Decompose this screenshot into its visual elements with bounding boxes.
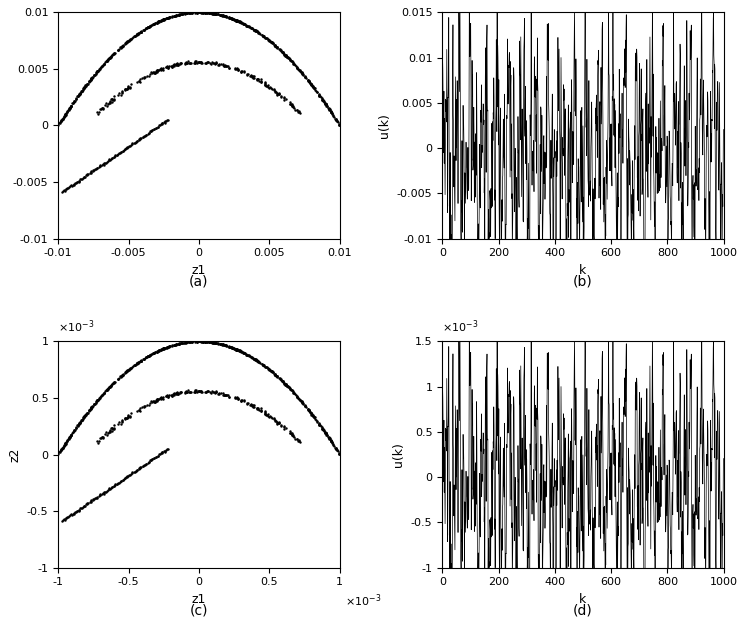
Y-axis label: u(k): u(k) bbox=[392, 442, 405, 467]
X-axis label: k: k bbox=[580, 264, 586, 277]
Y-axis label: z2: z2 bbox=[8, 448, 22, 462]
Y-axis label: u(k): u(k) bbox=[378, 113, 392, 138]
Text: (b): (b) bbox=[573, 275, 593, 289]
Text: (c): (c) bbox=[189, 604, 208, 618]
Text: (d): (d) bbox=[573, 604, 593, 618]
Text: $\times 10^{-3}$: $\times 10^{-3}$ bbox=[58, 318, 95, 334]
X-axis label: z1: z1 bbox=[192, 264, 206, 277]
Text: (a): (a) bbox=[189, 275, 209, 289]
X-axis label: z1: z1 bbox=[192, 593, 206, 606]
Text: $\times 10^{-3}$: $\times 10^{-3}$ bbox=[442, 318, 479, 334]
X-axis label: k: k bbox=[580, 593, 586, 606]
Text: $\times 10^{-3}$: $\times 10^{-3}$ bbox=[345, 592, 382, 609]
